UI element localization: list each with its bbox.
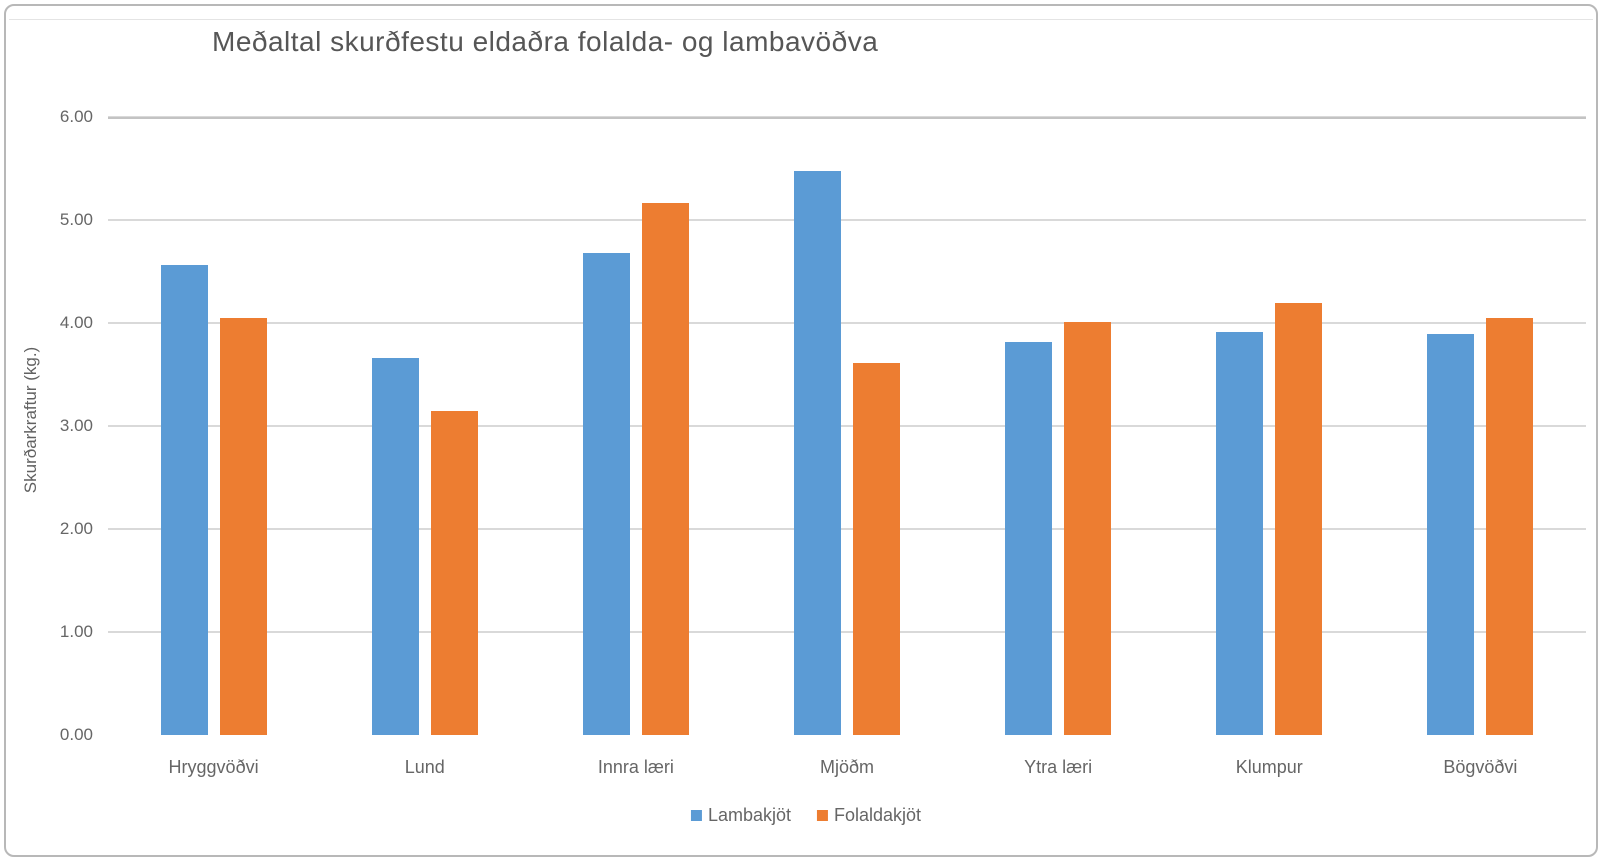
category-label: Innra læri (597, 757, 674, 777)
bar-group (1164, 117, 1375, 735)
bar (160, 265, 208, 735)
bar-group (1375, 117, 1586, 735)
legend-label: Folaldakjöt (834, 805, 922, 825)
bar-group (741, 117, 952, 735)
bar (219, 317, 267, 735)
bar-groups (108, 117, 1586, 735)
bar (1216, 332, 1264, 735)
category-label: Mjöðm (819, 757, 874, 777)
bar-group (319, 117, 530, 735)
legend-item: Lambakjöt (690, 805, 792, 826)
y-tick-label: 6.00 (59, 107, 93, 126)
plot-area (108, 116, 1586, 735)
gridline (108, 218, 1586, 221)
category-label: Ytra læri (1024, 757, 1093, 777)
y-tick-label: 2.00 (59, 519, 93, 538)
gridline (108, 527, 1586, 530)
chart-title: Meðaltal skurðfestu eldaðra folalda- og … (212, 26, 879, 57)
category-label: Lund (404, 757, 445, 777)
bar (1064, 321, 1112, 735)
category-label: Bögvöðvi (1443, 757, 1518, 777)
gridline (108, 425, 1586, 427)
bar (1275, 303, 1323, 735)
y-tick-label: 4.00 (59, 313, 93, 332)
bar-group (108, 117, 319, 735)
legend-label: Lambakjöt (707, 805, 792, 825)
legend: Lambakjöt Folaldakjöt (690, 805, 921, 826)
chart-area-top-border (9, 19, 1593, 20)
x-axis-line (108, 117, 1586, 119)
y-tick-label: 5.00 (59, 210, 93, 229)
bar (641, 202, 689, 735)
category-label: Klumpur (1235, 757, 1303, 777)
bar-group (953, 117, 1164, 735)
bar (1005, 341, 1053, 735)
y-tick-label: 3.00 (59, 416, 93, 435)
legend-swatch-icon (690, 810, 702, 821)
legend-swatch-icon (817, 810, 829, 821)
bar (852, 363, 900, 735)
bar (793, 170, 841, 735)
bar-group (530, 117, 741, 735)
y-tick-label: 0.00 (59, 725, 93, 744)
y-tick-label: 1.00 (59, 622, 93, 641)
bar (582, 252, 630, 735)
legend-item: Folaldakjöt (817, 805, 921, 826)
bar (1427, 334, 1475, 735)
gridline (108, 631, 1586, 633)
gridline (108, 321, 1586, 324)
category-label: Hryggvöðvi (168, 757, 259, 777)
bar (371, 358, 419, 735)
bar (430, 410, 478, 735)
bar (1486, 317, 1534, 735)
x-axis: Hryggvöðvi Lund Innra læri Mjöðm Ytra læri Kl… (108, 757, 1586, 778)
